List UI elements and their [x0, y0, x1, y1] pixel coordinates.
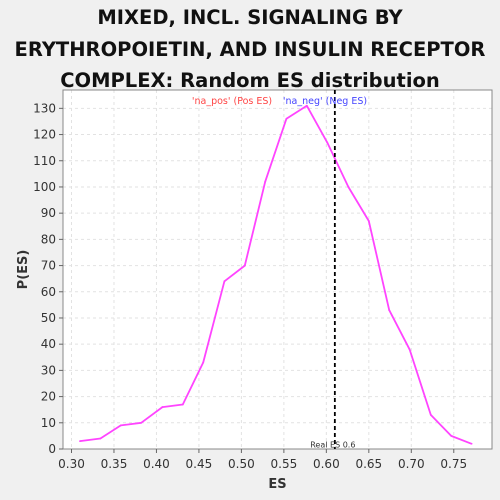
data-point: [161, 406, 164, 408]
real-es-marker-label: Real ES 0.6: [310, 441, 355, 450]
data-point: [429, 414, 432, 416]
y-tick-label: 50: [41, 311, 56, 325]
data-point: [223, 280, 226, 283]
x-tick-label: 0.60: [313, 457, 340, 471]
data-point: [181, 403, 184, 406]
y-tick-label: 20: [41, 390, 56, 404]
data-point: [367, 220, 370, 222]
y-tick-label: 130: [33, 101, 56, 115]
data-point: [326, 141, 329, 144]
plot-border: [62, 89, 493, 450]
data-point: [99, 437, 102, 440]
x-tick-label: 0.40: [143, 457, 170, 471]
x-axis-title: ES: [268, 477, 286, 492]
data-point: [305, 104, 308, 107]
y-tick-label: 120: [33, 128, 56, 142]
plot-area: [63, 90, 492, 449]
x-tick-label: 0.35: [101, 457, 128, 471]
y-tick-label: 110: [33, 154, 56, 168]
data-point: [470, 442, 473, 445]
x-tick-label: 0.30: [58, 457, 85, 471]
chart-title: MIXED, INCL. SIGNALING BY ERYTHROPOIETIN…: [14, 6, 486, 92]
y-tick-label: 100: [33, 180, 56, 194]
data-point: [285, 117, 288, 120]
y-tick-label: 90: [41, 206, 56, 220]
x-tick-label: 0.55: [271, 457, 298, 471]
data-point: [119, 424, 122, 427]
y-tick-label: 30: [41, 363, 56, 377]
data-point: [450, 434, 453, 437]
x-tick-label: 0.65: [355, 457, 382, 471]
x-tick-label: 0.75: [440, 457, 467, 471]
x-tick-label: 0.50: [228, 457, 255, 471]
y-tick-label: 10: [41, 416, 56, 430]
data-point: [243, 264, 246, 267]
y-tick-label: 70: [41, 259, 56, 273]
data-point: [202, 361, 205, 364]
y-tick-label: 40: [41, 337, 56, 351]
x-tick-label: 0.70: [398, 457, 425, 471]
data-point: [79, 440, 81, 443]
data-point: [388, 309, 391, 312]
data-point: [140, 421, 143, 424]
y-tick-label: 80: [41, 232, 56, 246]
x-tick-label: 0.45: [186, 457, 213, 471]
data-point: [264, 180, 267, 183]
legend-entry: 'na_neg' (Neg ES): [283, 96, 367, 107]
data-point: [408, 348, 411, 351]
y-tick-label: 0: [48, 442, 56, 456]
y-axis-title: P(ES): [16, 250, 31, 290]
data-point: [347, 186, 350, 188]
y-tick-label: 60: [41, 285, 56, 299]
series-line: [79, 104, 472, 445]
legend-entry: 'na_pos' (Pos ES): [192, 96, 272, 107]
